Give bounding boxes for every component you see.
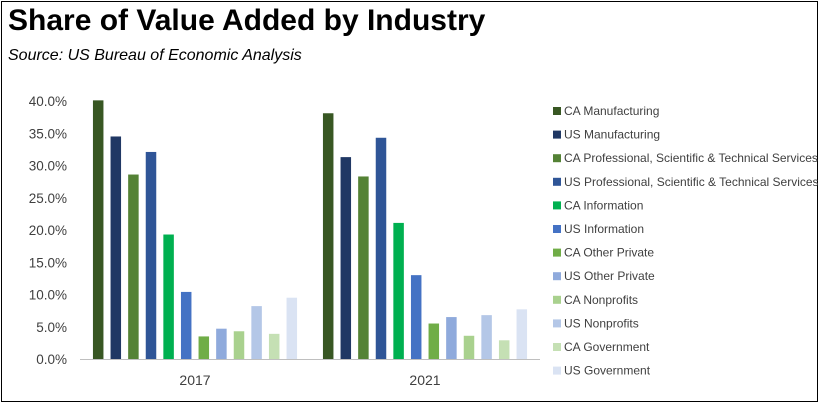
y-tick-label: 15.0% bbox=[29, 255, 67, 270]
chart-title: Share of Value Added by Industry bbox=[8, 4, 486, 37]
bar-ca-nonprofits-2021 bbox=[463, 335, 475, 359]
legend-label: CA Manufacturing bbox=[564, 104, 659, 118]
bar-ca-manufacturing-2021 bbox=[322, 113, 334, 359]
bar-ca-government-2017 bbox=[268, 333, 280, 359]
legend-swatch bbox=[553, 107, 561, 115]
bar-ca-government-2021 bbox=[498, 340, 510, 359]
bar-us-professional-scientific-technical-services-2017 bbox=[145, 151, 157, 359]
legend-swatch bbox=[553, 366, 561, 375]
chart-source: Source: US Bureau of Economic Analysis bbox=[8, 47, 302, 64]
legend-swatch bbox=[553, 295, 561, 304]
y-tick-label: 30.0% bbox=[29, 159, 67, 174]
legend-swatch bbox=[553, 343, 561, 351]
bar-ca-manufacturing-2017 bbox=[92, 100, 104, 359]
legend-swatch bbox=[553, 248, 561, 257]
legend-swatch bbox=[553, 130, 561, 139]
bar-us-government-2021 bbox=[516, 309, 528, 359]
bar-us-information-2021 bbox=[410, 275, 422, 359]
legend-label: CA Information bbox=[564, 198, 643, 212]
bar-ca-professional-scientific-technical-services-2021 bbox=[358, 176, 369, 359]
legend-label: US Information bbox=[564, 222, 644, 236]
bar-us-professional-scientific-technical-services-2021 bbox=[375, 137, 387, 359]
legend-label: CA Government bbox=[564, 340, 650, 354]
legend-swatch bbox=[553, 177, 561, 186]
y-tick-label: 35.0% bbox=[29, 126, 67, 141]
y-tick-label: 20.0% bbox=[29, 223, 67, 238]
bar-us-manufacturing-2017 bbox=[110, 136, 122, 359]
bar-us-nonprofits-2017 bbox=[251, 306, 262, 359]
y-axis-ticks: 0.0% 5.0% 10.0% 15.0% 20.0% 25.0% 30.0% 35.0% 40… bbox=[29, 94, 67, 367]
legend-label: CA Professional, Scientific & Technical … bbox=[564, 151, 818, 165]
bar-ca-nonprofits-2017 bbox=[233, 331, 245, 359]
y-tick-label: 25.0% bbox=[29, 191, 67, 206]
x-axis-categories: 2017 2021 bbox=[179, 372, 440, 388]
legend-swatch bbox=[553, 319, 561, 328]
legend-label: US Other Private bbox=[564, 269, 655, 283]
legend-label: US Manufacturing bbox=[564, 128, 660, 142]
legend-label: US Professional, Scientific & Technical … bbox=[564, 175, 819, 189]
bar-ca-other-private-2017 bbox=[198, 336, 210, 359]
bar-ca-information-2021 bbox=[393, 222, 404, 359]
bar-us-other-private-2017 bbox=[216, 328, 227, 359]
bar-us-manufacturing-2021 bbox=[340, 157, 352, 359]
bar-us-nonprofits-2021 bbox=[481, 315, 492, 359]
legend-swatch bbox=[553, 201, 561, 210]
legend-swatch bbox=[553, 272, 561, 281]
bar-us-information-2017 bbox=[180, 291, 192, 359]
bar-ca-other-private-2021 bbox=[428, 323, 440, 359]
bar-us-other-private-2021 bbox=[446, 317, 457, 359]
legend-label: US Nonprofits bbox=[564, 316, 639, 330]
legend-swatch bbox=[553, 225, 561, 233]
bar-ca-professional-scientific-technical-services-2017 bbox=[128, 174, 139, 359]
y-tick-label: 10.0% bbox=[29, 288, 67, 303]
y-tick-label: 40.0% bbox=[29, 94, 67, 109]
legend-label: US Government bbox=[564, 364, 651, 378]
legend-label: CA Other Private bbox=[564, 246, 654, 260]
y-tick-label: 0.0% bbox=[36, 352, 67, 367]
bars bbox=[92, 100, 528, 359]
legend-label: CA Nonprofits bbox=[564, 293, 638, 307]
x-category-label: 2017 bbox=[179, 372, 210, 388]
y-tick-label: 5.0% bbox=[36, 320, 67, 335]
x-category-label: 2021 bbox=[409, 372, 440, 388]
legend: CA Manufacturing US Manufacturing CA Profe… bbox=[553, 104, 819, 378]
legend-swatch bbox=[553, 154, 561, 163]
bar-ca-information-2017 bbox=[163, 234, 174, 359]
bar-us-government-2017 bbox=[286, 297, 298, 359]
